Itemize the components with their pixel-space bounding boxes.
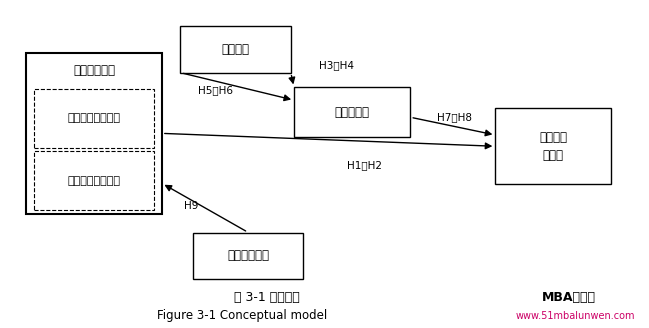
Text: 说服知识: 说服知识 [221,43,249,56]
Text: 语言说服风格: 语言说服风格 [73,64,115,77]
Bar [495,108,611,184]
Text: 心理安全感: 心理安全感 [334,106,369,119]
Text: www.51mbalunwen.com: www.51mbalunwen.com [515,311,635,320]
Text: 图 3-1 理论模型: 图 3-1 理论模型 [234,291,300,304]
Text: H1、H2: H1、H2 [347,161,382,171]
Bar [180,26,291,73]
Text: H9: H9 [184,201,199,211]
Bar [193,233,303,279]
Bar [34,151,154,210]
Bar [27,53,162,214]
Text: H7、H8: H7、H8 [437,112,472,122]
Text: 产品属性超越: 产品属性超越 [227,249,269,262]
Text: Figure 3-1 Conceptual model: Figure 3-1 Conceptual model [156,309,327,322]
Text: H3、H4: H3、H4 [319,61,354,71]
Bar [294,88,410,137]
Text: 奉承语言说服风格: 奉承语言说服风格 [67,175,121,186]
Text: MBA论文网: MBA论文网 [542,291,596,304]
Text: 恐惧语言说服风格: 恐惧语言说服风格 [67,113,121,123]
Bar [34,89,154,148]
Text: H5、H6: H5、H6 [198,85,233,95]
Text: 消费者购
买意愿: 消费者购 买意愿 [539,131,567,162]
